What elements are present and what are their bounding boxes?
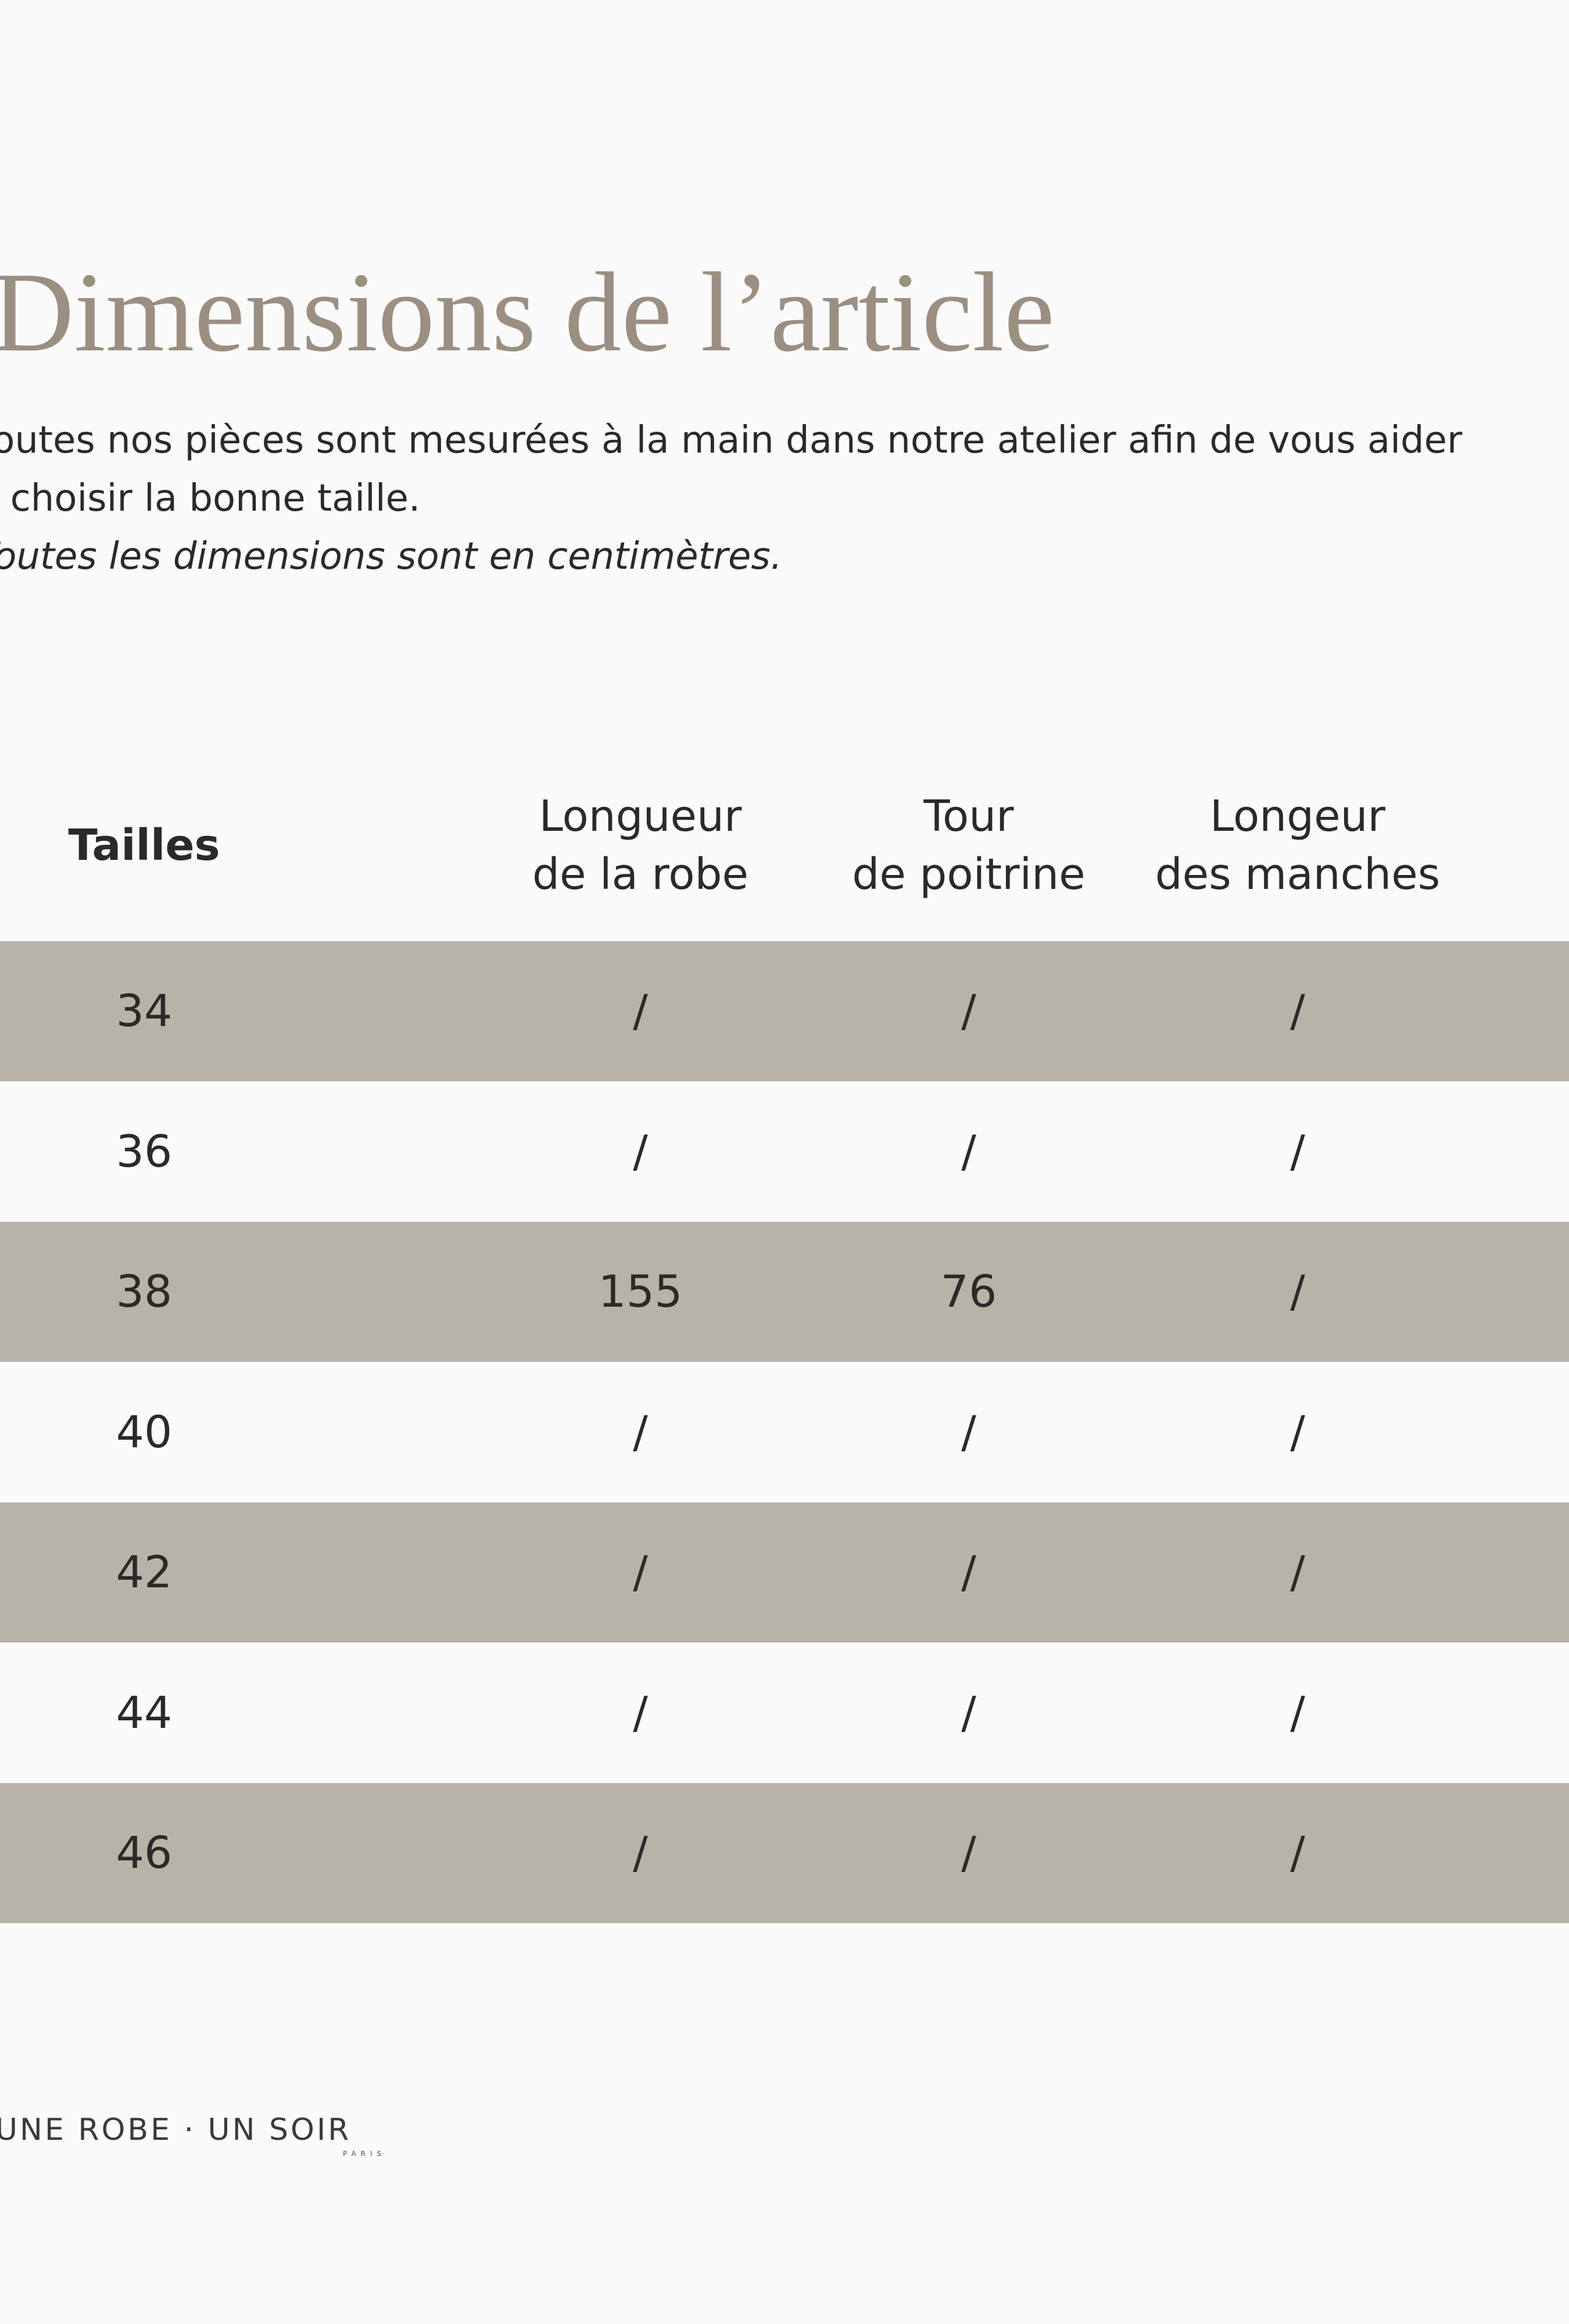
table-cell: / [1290,985,1305,1037]
table-cell: / [1290,1265,1305,1317]
table-row: 46 / / / [0,1783,1569,1923]
table-row: 34 / / / [0,941,1569,1081]
table-cell: / [1290,1405,1305,1458]
intro-line: Toutes nos pièces sont mesurées à la mai… [0,419,1463,462]
table-cell: / [961,1827,976,1878]
table-cell: / [1290,1125,1305,1177]
table-cell: 36 [116,1125,173,1177]
table-row: 44 / / / [0,1642,1569,1783]
table-cell: 155 [598,1265,683,1317]
column-header: Longeur des manches [1155,787,1441,903]
header-line: Longeur [1210,791,1385,841]
table-cell: 44 [116,1686,173,1738]
page-title: Dimensions de l’article [0,249,1055,375]
table-cell: / [1290,1546,1305,1598]
table-cell: / [633,1827,648,1878]
table-cell: 34 [116,985,173,1037]
table-cell: / [633,1686,648,1738]
table-cell: / [961,1686,976,1738]
table-cell: / [961,1546,976,1598]
table-cell: 76 [940,1265,997,1317]
column-header: Tour de poitrine [852,787,1085,903]
table-row: 38 155 76 / [0,1222,1569,1362]
header-line: Tailles [68,820,220,870]
intro-line: à choisir la bonne taille. [0,477,421,520]
header-line: de la robe [532,849,749,899]
table-cell: / [633,1405,648,1458]
table-cell: 40 [116,1405,173,1458]
table-cell: 42 [116,1546,173,1598]
table-cell: / [633,985,648,1037]
column-header: Tailles [68,816,220,874]
footer-sub: PARIS [343,2150,386,2158]
header-line: des manches [1155,849,1441,899]
header-line: Tour [923,791,1014,841]
table-row: 42 / / / [0,1502,1569,1642]
column-header: Longueur de la robe [532,787,748,903]
table-cell: / [961,1405,976,1458]
table-cell: / [961,985,976,1037]
table-cell: / [633,1125,648,1177]
table-cell: / [961,1125,976,1177]
table-row: 40 / / / [0,1362,1569,1502]
table-cell: 46 [116,1827,173,1878]
table-cell: / [1290,1827,1305,1878]
header-line: de poitrine [852,849,1086,899]
table-cell: 38 [116,1265,173,1317]
table-cell: / [1290,1686,1305,1738]
footer-brand: UNE ROBE · UN SOIR [0,2113,352,2147]
intro-note: Toutes les dimensions sont en centimètre… [0,535,783,578]
table-row: 36 / / / [0,1081,1569,1222]
header-line: Longueur [539,791,742,841]
table-cell: / [633,1546,648,1598]
